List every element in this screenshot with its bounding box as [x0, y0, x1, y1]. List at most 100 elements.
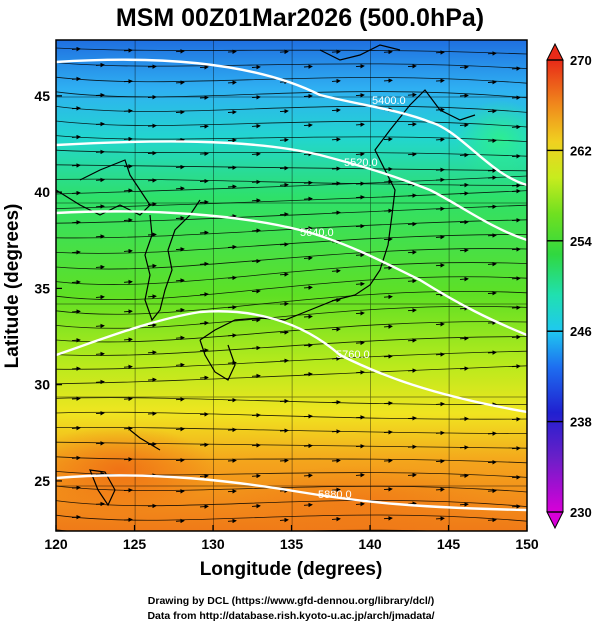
flow-arrow	[175, 458, 185, 463]
flow-arrow	[71, 425, 81, 431]
x-tick-label: 125	[123, 536, 147, 552]
credit-drawing: Drawing by DCL (https://www.gfd-dennou.o…	[148, 595, 434, 607]
flow-arrow	[227, 518, 237, 524]
coastline-japan	[199, 89, 476, 341]
flow-arrow	[227, 109, 237, 115]
flow-arrow	[383, 487, 393, 492]
flow-arrow	[407, 221, 417, 227]
flow-arrow	[251, 443, 261, 448]
flow-arrow	[303, 343, 313, 348]
flow-arrow	[251, 151, 261, 157]
flow-arrow	[71, 134, 81, 140]
y-axis-label: Latitude (degrees)	[2, 204, 23, 369]
flow-arrow	[487, 233, 497, 238]
flow-arrow	[95, 149, 105, 155]
streamline	[56, 514, 527, 522]
flow-arrow	[511, 364, 521, 369]
flow-arrow	[459, 219, 469, 225]
flow-arrow	[303, 123, 313, 128]
flow-arrow	[355, 223, 365, 229]
flow-arrow	[435, 352, 445, 357]
coastline-kyushu	[199, 339, 236, 381]
streamline	[56, 350, 527, 370]
flow-arrow	[511, 183, 521, 188]
flow-arrow	[407, 250, 417, 255]
flow-arrow	[511, 95, 521, 100]
flow-arrow	[71, 250, 81, 255]
flow-arrow	[199, 199, 209, 205]
flow-arrow	[199, 412, 209, 417]
contour-5760	[56, 310, 527, 414]
flow-arrow	[227, 489, 237, 494]
flow-arrow	[487, 488, 497, 494]
flow-arrow	[71, 338, 81, 343]
flow-arrow	[303, 180, 313, 186]
plot-area: 5400.0 5520.0 5640.0 5760.0 5880.0	[56, 40, 527, 535]
flow-arrow	[71, 163, 81, 168]
flow-arrow	[383, 265, 393, 271]
streamline	[56, 135, 527, 142]
flow-arrow	[331, 356, 341, 361]
flow-arrow	[511, 305, 521, 310]
flow-arrow	[407, 338, 417, 343]
flow-arrow	[331, 181, 341, 186]
x-tick-label: 150	[515, 536, 539, 552]
flow-arrow	[435, 459, 445, 464]
flow-arrow	[147, 263, 157, 269]
flow-arrow	[487, 204, 497, 210]
flow-arrow	[487, 350, 497, 355]
x-tick-label: 140	[358, 536, 382, 552]
flow-arrow	[175, 426, 185, 432]
flow-arrow	[279, 358, 289, 364]
flow-arrow	[95, 177, 105, 183]
warm-anomaly	[56, 425, 215, 515]
flow-arrow	[355, 252, 365, 258]
flow-arrow	[251, 373, 261, 379]
flow-arrow	[383, 401, 393, 406]
flow-arrow	[304, 534, 312, 535]
flow-arrow	[71, 514, 81, 520]
y-tick-label: 45	[34, 88, 50, 104]
contour-label-5400: 5400.0	[372, 95, 406, 107]
streamline	[56, 233, 527, 254]
flow-arrow	[355, 93, 365, 98]
flow-arrow	[383, 78, 393, 83]
flow-arrow	[123, 364, 133, 370]
flow-arrow	[487, 108, 497, 114]
x-axis-label: Longitude (degrees)	[200, 559, 383, 580]
flow-arrow	[199, 292, 209, 297]
y-axis-ticks: 25 30 35 40 45	[34, 88, 62, 489]
flow-arrow	[71, 106, 81, 111]
flow-arrow	[511, 66, 521, 71]
flow-arrow	[459, 336, 469, 341]
flow-arrow	[331, 458, 341, 463]
flow-arrow	[435, 234, 445, 240]
flow-arrow	[199, 442, 209, 448]
flow-arrow	[459, 445, 469, 450]
flow-arrow	[123, 396, 133, 402]
flow-arrow	[227, 165, 237, 170]
flow-arrow	[331, 108, 341, 113]
flow-arrow	[459, 366, 469, 371]
flow-arrow	[383, 237, 393, 242]
flow-arrow	[435, 78, 445, 84]
streamline	[56, 321, 527, 343]
flow-arrow	[407, 444, 417, 450]
flow-arrow	[199, 230, 209, 235]
flow-arrow	[123, 217, 133, 223]
flow-arrow	[123, 108, 133, 114]
flow-arrow	[95, 379, 105, 385]
y-tick-label: 25	[34, 473, 50, 489]
streamline	[56, 91, 527, 99]
flow-arrow	[487, 320, 497, 326]
flow-arrow	[303, 414, 313, 419]
flow-arrow	[303, 443, 313, 449]
flow-arrow	[435, 487, 445, 492]
x-tick-label: 145	[437, 536, 461, 552]
contour-5880	[56, 474, 527, 512]
flow-arrow	[175, 335, 185, 341]
flow-arrow	[355, 501, 365, 507]
flow-arrow	[511, 276, 521, 281]
streamline	[56, 456, 527, 464]
